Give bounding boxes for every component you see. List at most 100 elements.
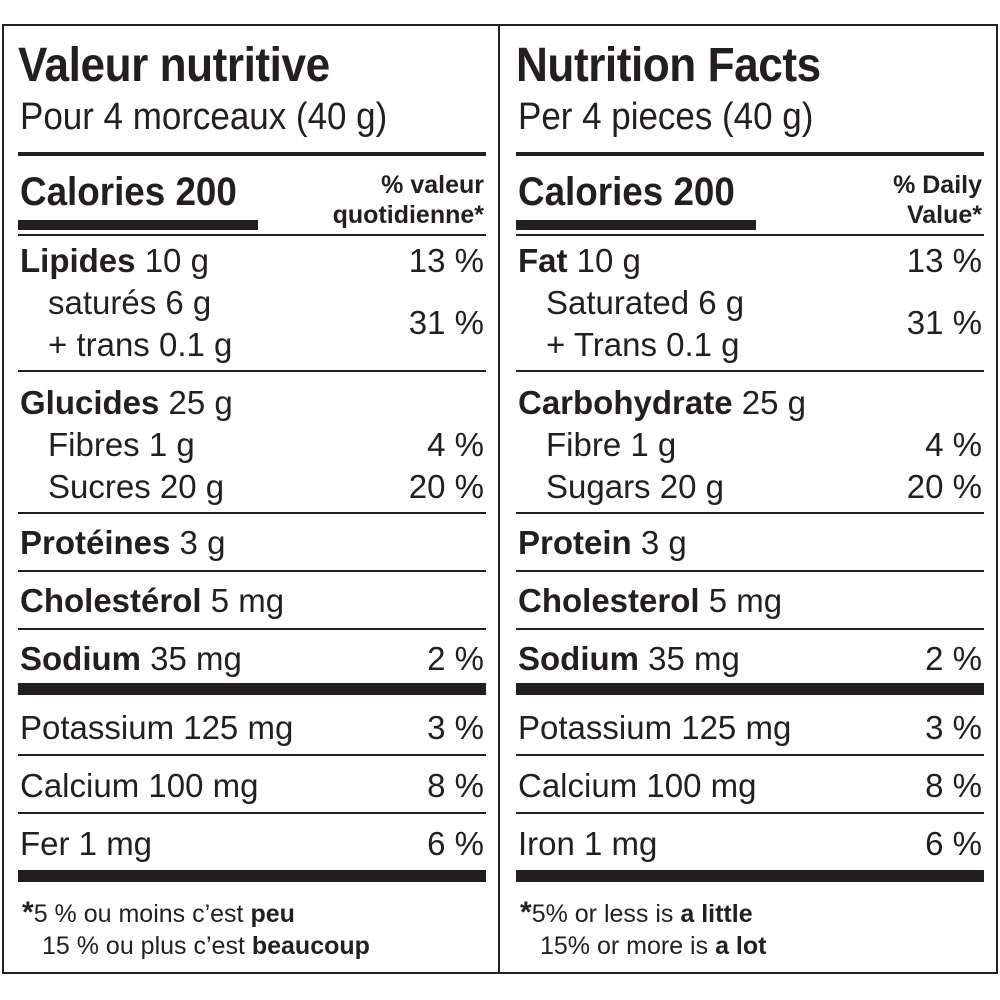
calcium-label: Calcium 100 mg [518, 767, 757, 804]
fat-label-line: Lipides 10 g [20, 242, 209, 280]
protein-label-line: Protein 3 g [518, 524, 687, 562]
footnote-bold: a little [680, 900, 753, 928]
sodium-pct: 2 % [427, 640, 484, 677]
rule [516, 754, 984, 756]
calcium-label: Calcium 100 mg [20, 767, 259, 804]
fibre-pct: 4 % [925, 426, 982, 463]
rule [516, 234, 984, 236]
potassium-label: Potassium 125 mg [518, 709, 792, 746]
sodium-pct: 2 % [925, 640, 982, 677]
cholesterol-label: Cholesterol [518, 582, 700, 619]
daily-value-header-line1: % Daily [893, 171, 982, 199]
protein-amount: 3 g [170, 524, 226, 561]
fibre-label: Fibres 1 g [48, 426, 195, 463]
rule [18, 234, 486, 236]
potassium-pct: 3 % [925, 709, 982, 746]
footnote-line1: *5% or less is a little [520, 896, 753, 930]
sodium-label: Sodium [518, 640, 639, 677]
calcium-pct: 8 % [427, 767, 484, 804]
rule-thick [18, 870, 486, 882]
footnote-bold: a lot [715, 932, 767, 960]
sodium-label: Sodium [20, 640, 141, 677]
sat-trans-pct: 31 % [906, 304, 982, 341]
rule [516, 812, 984, 814]
rule-thick [516, 870, 984, 882]
cholesterol-label: Cholestérol [20, 582, 202, 619]
saturated-label: saturés 6 g [48, 284, 212, 321]
rule-thick [18, 683, 486, 695]
rule-thick [516, 683, 984, 695]
cholesterol-label-line: Cholestérol 5 mg [20, 582, 284, 620]
carb-label: Glucides [20, 384, 160, 421]
rule [18, 570, 486, 572]
sugars-pct: 20 % [906, 468, 982, 505]
sodium-amount: 35 mg [639, 640, 740, 677]
sat-trans-pct: 31 % [408, 304, 484, 341]
footnote-line1: *5 % ou moins c’est peu [22, 896, 295, 930]
protein-label: Protéines [20, 524, 171, 561]
potassium-pct: 3 % [427, 709, 484, 746]
daily-value-header-line2: quotidienne* [332, 201, 484, 229]
french-panel: Valeur nutritive Pour 4 morceaux (40 g) … [18, 24, 486, 974]
fat-amount: 10 g [567, 242, 641, 279]
sodium-amount: 35 mg [141, 640, 242, 677]
rule [18, 812, 486, 814]
trans-label: + trans 0.1 g [48, 326, 233, 363]
fat-label: Fat [518, 242, 568, 279]
footnote-text: 5 % ou moins c’est [33, 900, 251, 928]
daily-value-header-line1: % valeur [381, 171, 484, 199]
panel-divider [498, 24, 500, 974]
footnote-text: 15% or more is [540, 932, 716, 960]
protein-label: Protein [518, 524, 632, 561]
iron-pct: 6 % [427, 825, 484, 862]
english-panel: Nutrition Facts Per 4 pieces (40 g) Calo… [516, 24, 984, 974]
carb-amount: 25 g [732, 384, 806, 421]
footnote-text: 5% or less is [531, 900, 681, 928]
rule-top [516, 152, 984, 156]
rule [516, 628, 984, 630]
panel-title: Nutrition Facts [516, 39, 821, 92]
sugars-label: Sugars 20 g [546, 468, 724, 505]
iron-label: Fer 1 mg [20, 825, 153, 862]
serving-size: Pour 4 morceaux (40 g) [20, 96, 388, 138]
calories: Calories 200 [518, 170, 735, 214]
protein-amount: 3 g [631, 524, 687, 561]
calories-underline [18, 220, 258, 230]
rule-top [18, 152, 486, 156]
nutrition-label-border [2, 24, 998, 974]
rule [516, 512, 984, 514]
rule [18, 512, 486, 514]
fibre-label: Fibre 1 g [546, 426, 677, 463]
asterisk-icon: * [22, 896, 34, 929]
panel-title: Valeur nutritive [18, 39, 330, 92]
fibre-pct: 4 % [427, 426, 484, 463]
carb-label-line: Glucides 25 g [20, 384, 233, 422]
footnote-text: 15 % ou plus c’est [42, 932, 252, 960]
protein-label-line: Protéines 3 g [20, 524, 225, 562]
rule [18, 628, 486, 630]
rule [516, 570, 984, 572]
potassium-label: Potassium 125 mg [20, 709, 294, 746]
rule [516, 370, 984, 372]
fat-label: Lipides [20, 242, 136, 279]
cholesterol-amount: 5 mg [201, 582, 285, 619]
calories: Calories 200 [20, 170, 237, 214]
daily-value-header: % Daily Value* [893, 170, 982, 230]
footnote-bold: peu [250, 900, 295, 928]
carb-label-line: Carbohydrate 25 g [518, 384, 806, 422]
iron-pct: 6 % [925, 825, 982, 862]
cholesterol-label-line: Cholesterol 5 mg [518, 582, 782, 620]
footnote-bold: beaucoup [251, 932, 370, 960]
calcium-pct: 8 % [925, 767, 982, 804]
calories-underline [516, 220, 756, 230]
sodium-label-line: Sodium 35 mg [518, 640, 740, 678]
sugars-pct: 20 % [408, 468, 484, 505]
daily-value-header: % valeur quotidienne* [333, 170, 484, 230]
fat-label-line: Fat 10 g [518, 242, 641, 280]
sodium-label-line: Sodium 35 mg [20, 640, 242, 678]
fat-pct: 13 % [906, 242, 982, 279]
rule [18, 754, 486, 756]
daily-value-header-line2: Value* [906, 201, 982, 229]
rule [18, 370, 486, 372]
serving-size: Per 4 pieces (40 g) [518, 96, 814, 138]
